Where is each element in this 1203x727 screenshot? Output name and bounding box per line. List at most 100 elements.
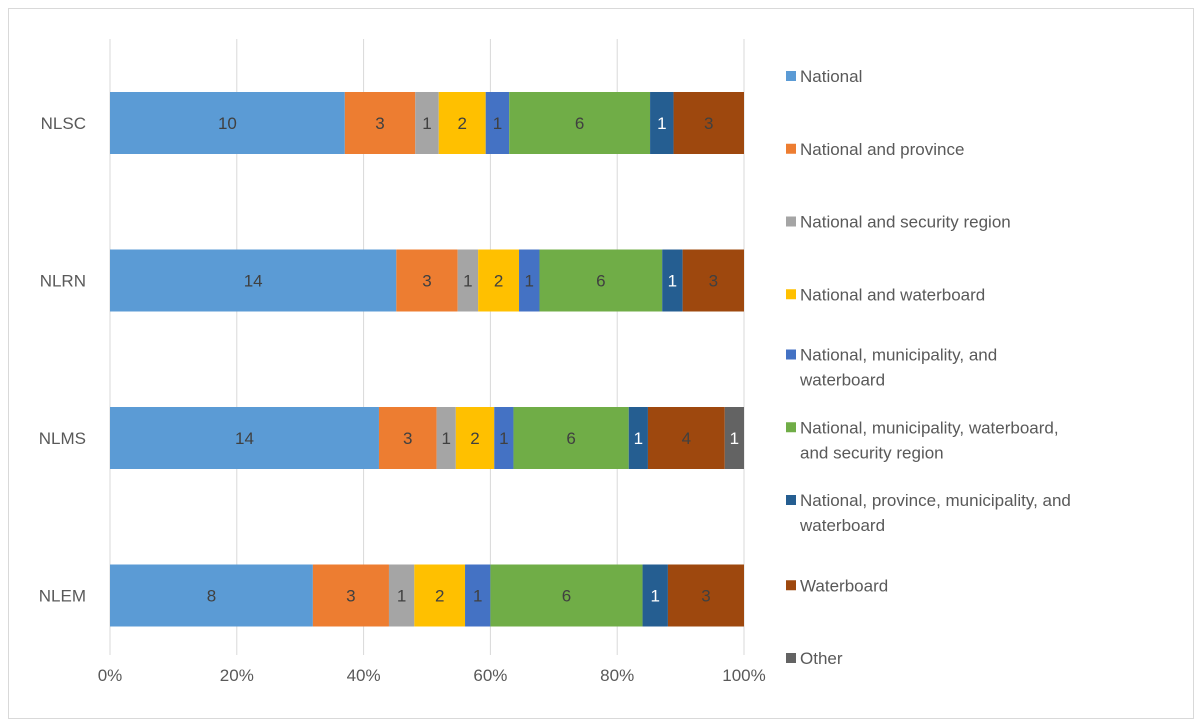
data-label: 3	[701, 587, 710, 606]
data-label: 2	[494, 272, 503, 291]
bar-segment	[378, 407, 437, 469]
data-label: 1	[499, 429, 508, 448]
x-tick-label: 60%	[473, 666, 507, 685]
bar-segment	[436, 407, 456, 469]
data-label: 2	[435, 587, 444, 606]
data-label: 2	[470, 429, 479, 448]
data-label: 4	[682, 429, 691, 448]
bar-segment	[344, 92, 416, 154]
legend-label: Other	[800, 649, 843, 668]
bar-segment	[415, 92, 439, 154]
data-label: 2	[457, 114, 466, 133]
bar-segment	[438, 92, 486, 154]
data-label: 1	[473, 587, 482, 606]
legend-label: National, province, municipality, and wat…	[799, 491, 1071, 535]
data-label: 10	[218, 114, 237, 133]
chart-frame: 10 3 1 2 1 6 1 3 14 3 1 2 1 6 1 3 14 3 1 2 1 6 1 4 1 8 3 1 2 1 6 1 3 0% 2…	[8, 8, 1194, 719]
bar-segment	[724, 407, 744, 469]
bar-segment	[539, 249, 663, 312]
data-label: 1	[657, 114, 666, 133]
bar-segment	[457, 249, 479, 312]
legend-swatch	[786, 289, 796, 300]
data-label: 1	[634, 429, 643, 448]
bar-segment	[485, 92, 510, 154]
legend-label: National and province	[800, 140, 964, 159]
data-label: 14	[244, 272, 263, 291]
legend-swatch	[786, 349, 796, 360]
data-label: 1	[651, 587, 660, 606]
legend-label: National and waterboard	[800, 285, 985, 304]
x-tick-label: 0%	[98, 666, 123, 685]
legend-label: Waterboard	[800, 576, 888, 595]
data-label: 3	[346, 587, 355, 606]
bar-segment	[388, 564, 415, 627]
bar-segment	[312, 564, 389, 627]
bar-segment	[662, 249, 683, 312]
x-tick-label: 80%	[600, 666, 634, 685]
legend-swatch	[786, 653, 796, 663]
legend-label: National, municipality, waterboard, and s…	[800, 418, 1059, 462]
x-tick-label: 40%	[347, 666, 381, 685]
bar-segment	[642, 564, 668, 627]
data-label: 1	[441, 429, 450, 448]
data-label: 3	[422, 272, 431, 291]
data-label: 6	[562, 587, 571, 606]
data-label: 1	[730, 429, 739, 448]
data-label: 6	[575, 114, 584, 133]
legend-swatch	[786, 143, 796, 154]
legend-swatch	[786, 71, 796, 81]
legend: National National and province National an…	[786, 67, 1071, 668]
bar-segment	[110, 249, 397, 312]
data-label: 6	[596, 272, 605, 291]
data-label: 14	[235, 429, 254, 448]
data-labels: 10 3 1 2 1 6 1 314 3 1 2 1 6 1 314 3 1 2 1 6 1 4 18 3 1 2 1 6 1 3	[207, 114, 739, 606]
bar-segment	[513, 407, 629, 469]
data-label: 1	[525, 272, 534, 291]
data-label: 1	[493, 114, 502, 133]
bar-segment	[110, 564, 313, 627]
bar-segment	[110, 92, 345, 154]
bar-segment	[494, 407, 514, 469]
legend-swatch	[786, 216, 796, 227]
bar-segment	[509, 92, 651, 154]
category-label: NLEM	[39, 587, 86, 606]
data-label: 1	[463, 272, 472, 291]
data-label: 3	[709, 272, 718, 291]
x-tick-label: 20%	[220, 666, 254, 685]
legend-swatch	[786, 495, 796, 505]
bar-segment	[673, 92, 744, 154]
bar-segment	[628, 407, 648, 469]
data-label: 8	[207, 587, 216, 606]
bar-segment	[647, 407, 725, 469]
legend-swatch	[786, 580, 796, 591]
category-label: NLRN	[40, 272, 86, 291]
bar-segment	[455, 407, 495, 469]
bar-segment	[414, 564, 466, 627]
stacked-bar-chart: 10 3 1 2 1 6 1 314 3 1 2 1 6 1 314 3 1 2 1 6 1 4 18 3 1 2 1 6 1 3 0% 2…	[39, 39, 1071, 685]
data-label: 3	[375, 114, 384, 133]
bar-segment	[682, 249, 744, 312]
axes: 0% 20% 40% 60% 80% 100% NLSC NLRN NLMS NLEM	[39, 114, 766, 685]
bar-segment	[519, 249, 540, 312]
legend-swatch	[786, 422, 796, 433]
data-label: 1	[668, 272, 677, 291]
data-label: 3	[403, 429, 412, 448]
legend-label: National, municipality, and waterboard	[799, 346, 997, 390]
bar-segment	[110, 407, 379, 469]
data-label: 1	[397, 587, 406, 606]
bar-segment	[396, 249, 458, 312]
bars	[110, 92, 744, 627]
legend-label: National	[800, 67, 862, 86]
x-tick-label: 100%	[722, 666, 765, 685]
legend-label: National and security region	[800, 213, 1011, 232]
data-label: 6	[566, 429, 575, 448]
bar-segment	[490, 564, 643, 627]
bar-segment	[667, 564, 744, 627]
bar-segment	[465, 564, 491, 627]
bar-segment	[650, 92, 674, 154]
category-label: NLSC	[41, 114, 86, 133]
data-label: 1	[422, 114, 431, 133]
bar-segment	[478, 249, 520, 312]
data-label: 3	[704, 114, 713, 133]
category-label: NLMS	[39, 429, 86, 448]
